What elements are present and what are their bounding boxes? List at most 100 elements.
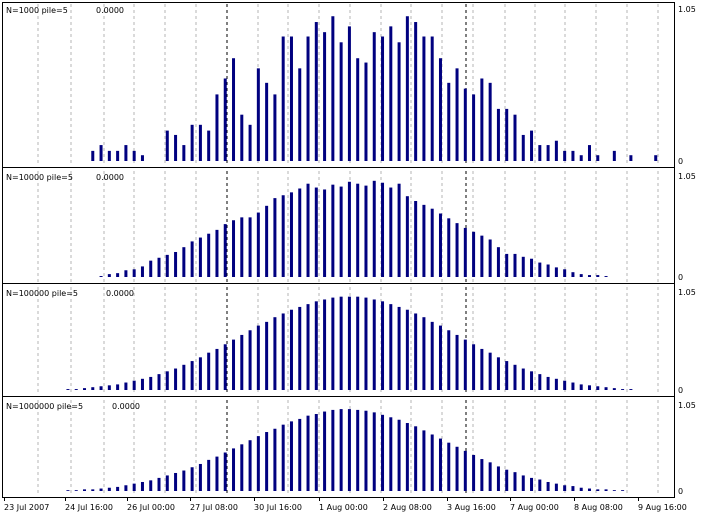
bar <box>347 296 351 390</box>
bar <box>463 339 467 390</box>
bar <box>505 361 509 390</box>
bar <box>339 409 343 491</box>
bar <box>323 299 327 390</box>
bar <box>521 256 525 277</box>
bar <box>381 36 385 161</box>
bar <box>116 150 120 161</box>
bar <box>447 218 451 277</box>
bar <box>488 82 492 161</box>
bar <box>530 130 534 161</box>
bar <box>298 306 302 390</box>
bar <box>306 183 310 277</box>
bar <box>430 321 434 390</box>
y-tick-label: 0 <box>678 273 683 282</box>
bar <box>66 389 70 390</box>
bar <box>579 487 583 491</box>
bar <box>521 368 525 390</box>
bar <box>165 371 169 390</box>
y-tick-label: 1.05 <box>678 172 696 181</box>
bar <box>339 186 343 277</box>
bar <box>612 388 616 390</box>
bar <box>505 469 509 491</box>
bar <box>240 114 244 161</box>
bar <box>174 368 178 390</box>
bar <box>256 212 260 277</box>
bar <box>405 196 409 277</box>
bar <box>174 472 178 491</box>
bar <box>165 130 169 161</box>
bar <box>107 274 111 277</box>
bar <box>140 481 144 491</box>
bar <box>563 269 567 277</box>
bar <box>438 213 442 277</box>
bar <box>546 145 550 161</box>
x-tick-label: 7 Aug 00:00 <box>510 503 559 512</box>
bar <box>621 490 625 491</box>
bar <box>438 58 442 161</box>
bar <box>389 187 393 277</box>
x-tick-label: 30 Jul 16:00 <box>254 503 302 512</box>
bar <box>472 231 476 277</box>
bar <box>289 421 293 491</box>
bar <box>546 376 550 390</box>
bar <box>422 430 426 491</box>
bar <box>289 309 293 390</box>
bar <box>612 150 616 161</box>
x-tick-label: 27 Jul 08:00 <box>190 503 238 512</box>
bar <box>298 188 302 277</box>
bar <box>306 304 310 390</box>
bar <box>364 410 368 491</box>
bar <box>538 262 542 277</box>
bar <box>414 22 418 162</box>
bar <box>207 130 211 161</box>
bar <box>256 325 260 390</box>
bar <box>124 485 128 491</box>
bar <box>99 145 103 161</box>
bar <box>248 440 252 491</box>
bar <box>596 386 600 390</box>
bar <box>198 237 202 277</box>
bar <box>265 432 269 491</box>
bar <box>563 380 567 390</box>
bar <box>132 150 136 161</box>
bar <box>314 301 318 390</box>
panel-label: N=100000 pile=5 <box>6 289 78 298</box>
bar <box>289 36 293 161</box>
bar <box>240 444 244 491</box>
bar <box>372 299 376 390</box>
bar <box>182 145 186 161</box>
bar <box>314 22 318 162</box>
bar <box>505 108 509 161</box>
bar <box>289 192 293 277</box>
bar <box>83 388 87 390</box>
bar <box>356 58 360 161</box>
bar <box>140 155 144 161</box>
bar <box>124 270 128 277</box>
bar <box>381 301 385 390</box>
bar <box>422 204 426 277</box>
bar <box>496 357 500 390</box>
bar <box>281 36 285 161</box>
y-tick-label: 0 <box>678 487 683 496</box>
bar <box>207 352 211 390</box>
panel-label: N=10000 pile=5 <box>6 173 73 182</box>
bar <box>74 389 78 390</box>
bar <box>389 304 393 390</box>
bar <box>496 108 500 161</box>
bar <box>107 487 111 491</box>
x-tick-label: 9 Aug 16:00 <box>638 503 687 512</box>
bar <box>472 94 476 161</box>
bar <box>579 155 583 161</box>
panel-label: N=1000000 pile=5 <box>6 402 83 411</box>
bar <box>596 275 600 277</box>
bar <box>447 330 451 390</box>
bar <box>397 419 401 491</box>
bar <box>198 124 202 161</box>
panel-value: 0.0000 <box>96 6 124 15</box>
bar <box>140 378 144 390</box>
bar <box>198 463 202 491</box>
bar <box>149 480 153 491</box>
bar <box>422 36 426 161</box>
bar <box>389 417 393 491</box>
y-tick-label: 1.05 <box>678 288 696 297</box>
